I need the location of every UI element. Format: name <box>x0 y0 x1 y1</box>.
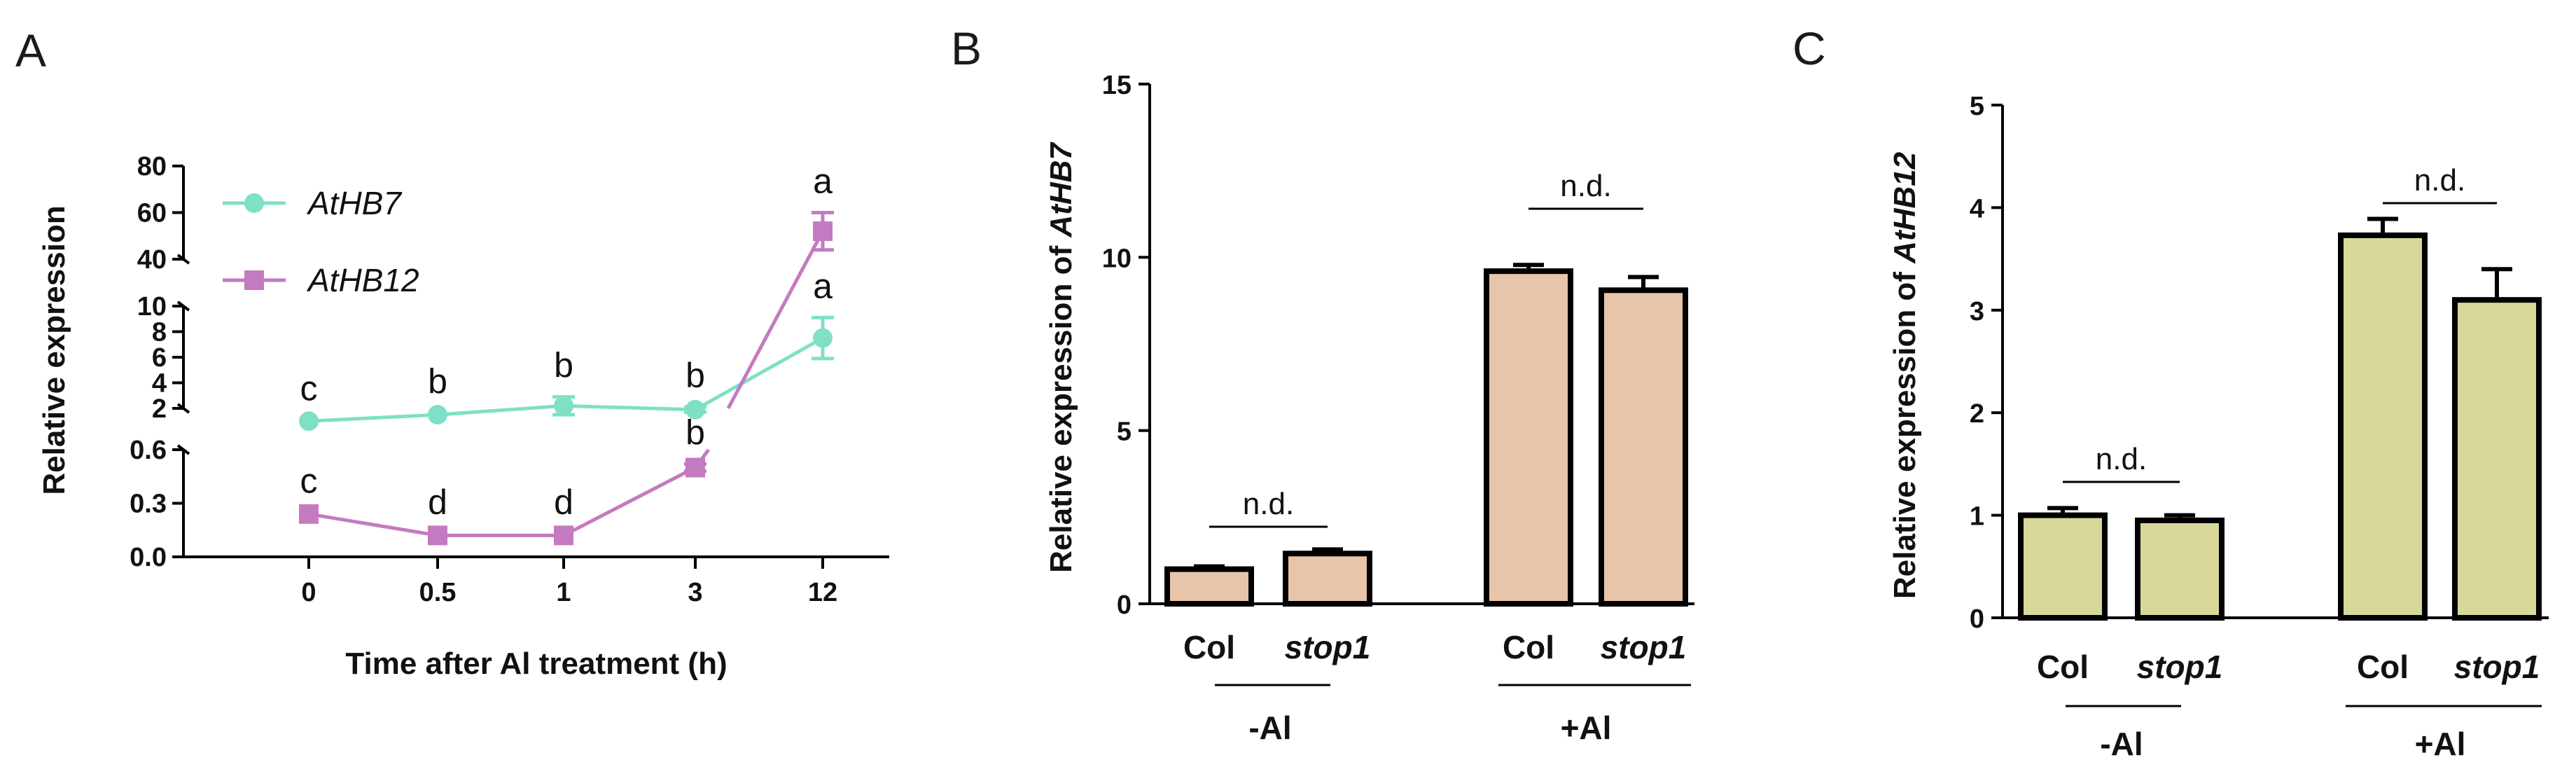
bar <box>2018 512 2108 621</box>
significance-letter: b <box>685 413 705 452</box>
axis-break-mark <box>176 254 190 265</box>
group-label: +Al <box>1561 710 1612 746</box>
x-tick-label: 1 <box>556 578 571 607</box>
significance-letter: a <box>813 162 833 201</box>
y-tick-label: 4 <box>1970 194 1984 223</box>
bar <box>2452 297 2542 621</box>
y-tick-label: 2 <box>152 394 167 424</box>
y-tick-label: 0 <box>1117 590 1132 620</box>
y-tick-label: 3 <box>1970 297 1984 326</box>
bar <box>1484 268 1573 607</box>
panel-label-c: C <box>1792 22 1826 74</box>
y-axis-title-gene: AtHB12 <box>1888 151 1922 263</box>
chart-panel-c: 0 1 2 3 4 5 Col stop1 Col stop1 n.d. n.d. -Al +Al Rela… <box>1888 92 2549 762</box>
y-tick-label: 5 <box>1117 417 1132 447</box>
y-axis-title: Relative expression of AtHB7 <box>1044 141 1078 573</box>
y-tick-label: 10 <box>137 292 167 322</box>
y-axis-title-gene: AtHB7 <box>1044 141 1078 238</box>
bar <box>2338 232 2428 621</box>
group-label: -Al <box>1248 710 1291 746</box>
y-tick-label: 4 <box>152 369 167 399</box>
y-tick-label: 0.6 <box>130 436 167 465</box>
x-category-label: stop1 <box>1601 629 1687 665</box>
significance-annotation: n.d. <box>1560 169 1611 203</box>
data-point-athb12 <box>299 504 319 524</box>
axis-break-mark <box>176 444 190 455</box>
legend-marker-athb7 <box>244 193 264 213</box>
panel-label-b: B <box>951 22 982 74</box>
data-point-athb7 <box>685 399 705 420</box>
x-category-label: Col <box>1183 629 1235 665</box>
y-tick-label: 5 <box>1970 92 1984 121</box>
bar <box>1164 566 1254 607</box>
significance-letter: c <box>300 368 318 408</box>
x-tick-label: 12 <box>808 578 837 607</box>
significance-letter: b <box>554 346 573 385</box>
y-tick-label: 80 <box>137 152 167 181</box>
y-tick-label: 0.0 <box>130 543 167 572</box>
data-point-athb12 <box>685 457 705 478</box>
y-tick-label: 40 <box>137 245 167 275</box>
y-tick-label: 1 <box>1970 502 1984 532</box>
bar <box>1599 287 1688 607</box>
data-point-athb12 <box>428 525 447 546</box>
x-tick-label: 3 <box>688 578 702 607</box>
y-axis-title: Relative expression of AtHB12 <box>1888 151 1922 599</box>
significance-letter: a <box>813 266 833 305</box>
group-label: -Al <box>2100 726 2143 762</box>
significance-annotation: n.d. <box>2096 442 2147 476</box>
chart-panel-b: 0 5 10 15 Col stop1 Col stop1 n.d. n.d. -Al +Al Rela… <box>1044 71 1694 746</box>
series-line-athb12 <box>308 466 697 537</box>
x-category-label: stop1 <box>2454 649 2540 685</box>
significance-annotation: n.d. <box>1243 487 1294 521</box>
x-axis-title: Time after Al treatment (h) <box>345 647 727 681</box>
x-category-label: Col <box>1503 629 1554 665</box>
y-axis-title-prefix: Relative expression of <box>1888 263 1922 599</box>
significance-letter: d <box>554 483 573 522</box>
axis-break-mark <box>176 300 190 312</box>
legend-label-athb7: AtHB7 <box>306 185 402 221</box>
data-point-athb7 <box>813 328 833 348</box>
data-point-athb7 <box>554 396 573 416</box>
legend-marker-athb12 <box>244 270 264 290</box>
y-axis-title: Relative expression <box>37 205 71 495</box>
significance-letter: b <box>428 361 447 401</box>
y-tick-label: 6 <box>152 343 167 373</box>
bar <box>1283 551 1372 607</box>
x-category-label: Col <box>2357 649 2409 685</box>
y-tick-label: 10 <box>1102 244 1132 273</box>
significance-letter: b <box>685 356 705 395</box>
data-point-athb7 <box>428 405 447 425</box>
y-tick-label: 60 <box>137 199 167 228</box>
x-tick-label: 0 <box>301 578 316 607</box>
y-tick-label: 15 <box>1102 71 1132 100</box>
y-tick-label: 2 <box>1970 399 1984 429</box>
series-line-athb12 <box>726 230 825 410</box>
significance-letter: c <box>300 461 318 500</box>
bar <box>2135 517 2225 621</box>
legend-label-athb12: AtHB12 <box>306 262 419 298</box>
x-tick-label: 0.5 <box>419 578 457 607</box>
x-category-label: stop1 <box>1285 629 1371 665</box>
significance-annotation: n.d. <box>2414 163 2465 198</box>
panel-label-a: A <box>15 25 46 76</box>
y-tick-label: 0.3 <box>130 490 167 519</box>
x-category-label: Col <box>2037 649 2089 685</box>
y-axis-title-prefix: Relative expression of <box>1044 237 1078 573</box>
y-tick-label: 0 <box>1970 604 1984 634</box>
significance-letter: d <box>428 483 447 522</box>
x-category-label: stop1 <box>2137 649 2223 685</box>
data-point-athb12 <box>813 221 833 242</box>
axis-break-mark <box>176 403 190 414</box>
y-tick-label: 8 <box>152 318 167 347</box>
group-label: +Al <box>2415 726 2466 762</box>
data-point-athb12 <box>554 525 573 546</box>
data-point-athb7 <box>299 411 319 431</box>
